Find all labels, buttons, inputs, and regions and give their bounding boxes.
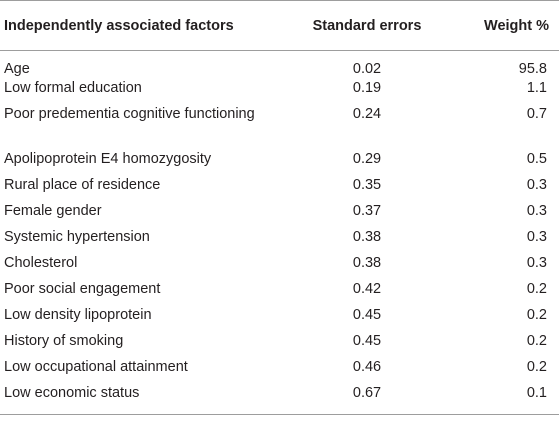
table-row: Low formal education 0.19 1.1 [0, 79, 559, 105]
table-row: Poor predementia cognitive functioning 0… [0, 105, 559, 150]
factor-cell: Age [4, 61, 30, 77]
table-row: History of smoking 0.45 0.2 [0, 332, 559, 358]
table-row: Low occupational attainment 0.46 0.2 [0, 358, 559, 384]
weight-cell: 1.1 [526, 80, 547, 96]
factor-cell: Low formal education [4, 80, 142, 96]
header-factors: Independently associated factors [0, 0, 290, 51]
standard-error-cell: 0.24 [352, 106, 382, 122]
weight-cell: 0.1 [440, 384, 559, 415]
header-standard-errors: Standard errors [290, 0, 440, 51]
weight-cell: 0.3 [526, 255, 547, 271]
standard-error-cell: 0.46 [352, 359, 382, 375]
factor-cell: Poor predementia cognitive functioning [4, 106, 255, 122]
factor-cell: Female gender [4, 203, 102, 219]
factor-cell: Systemic hypertension [4, 229, 150, 245]
standard-error-cell: 0.38 [352, 229, 382, 245]
standard-error-cell: 0.45 [352, 307, 382, 323]
standard-error-cell: 0.02 [352, 61, 382, 77]
factor-cell: Poor social engagement [4, 281, 161, 297]
weight-cell: 0.2 [526, 307, 547, 323]
weight-cell: 0.3 [526, 177, 547, 193]
factor-cell: Cholesterol [4, 255, 78, 271]
factor-cell: Low density lipoprotein [4, 307, 152, 323]
weight-cell: 0.2 [526, 333, 547, 349]
weight-cell: 0.7 [526, 106, 547, 122]
table-body: Age 0.02 95.8 Low formal education 0.19 … [0, 51, 559, 415]
table-row: Systemic hypertension 0.38 0.3 [0, 228, 559, 254]
standard-error-cell: 0.35 [352, 177, 382, 193]
weight-cell: 95.8 [518, 61, 547, 77]
standard-error-cell: 0.42 [352, 281, 382, 297]
standard-error-cell: 0.29 [352, 151, 382, 167]
weight-cell: 0.2 [526, 281, 547, 297]
weight-cell: 0.2 [526, 359, 547, 375]
table-row: Low economic status 0.67 0.1 [0, 384, 559, 415]
standard-error-cell: 0.45 [352, 333, 382, 349]
factor-cell: Rural place of residence [4, 177, 161, 193]
table-row: Female gender 0.37 0.3 [0, 202, 559, 228]
standard-error-cell: 0.19 [352, 80, 382, 96]
standard-error-cell: 0.37 [352, 203, 382, 219]
table-row: Cholesterol 0.38 0.3 [0, 254, 559, 280]
header-row: Independently associated factors Standar… [0, 0, 559, 51]
table-header: Independently associated factors Standar… [0, 0, 559, 51]
table-row: Age 0.02 95.8 [0, 51, 559, 80]
factor-cell: History of smoking [4, 333, 124, 349]
factor-cell: Apolipoprotein E4 homozygosity [4, 151, 212, 167]
header-weight: Weight % [440, 0, 559, 51]
table-row: Poor social engagement 0.42 0.2 [0, 280, 559, 306]
weight-cell: 0.5 [526, 151, 547, 167]
factor-cell: Low economic status [0, 384, 290, 415]
weight-cell: 0.3 [526, 203, 547, 219]
weight-cell: 0.3 [526, 229, 547, 245]
table-row: Low density lipoprotein 0.45 0.2 [0, 306, 559, 332]
standard-error-cell: 0.38 [352, 255, 382, 271]
table-row: Rural place of residence 0.35 0.3 [0, 176, 559, 202]
table-row: Apolipoprotein E4 homozygosity 0.29 0.5 [0, 150, 559, 176]
standard-error-cell: 0.67 [290, 384, 440, 415]
factor-cell: Low occupational attainment [4, 359, 188, 375]
